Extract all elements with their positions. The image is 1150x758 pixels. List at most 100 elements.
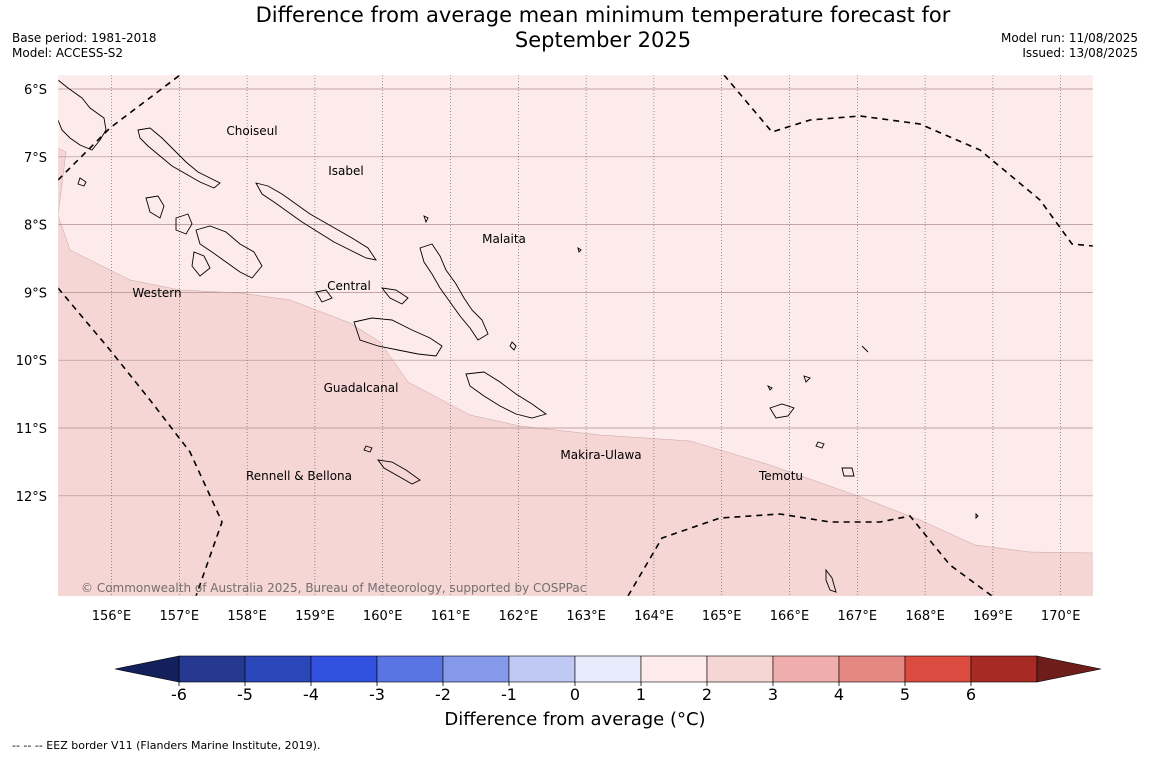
new-georgia-island	[175, 213, 193, 235]
latitude-label: 9°S	[24, 286, 47, 301]
colorbar-swatch	[244, 655, 312, 683]
longitude-label: 162°E	[499, 609, 539, 624]
region-label: Temotu	[758, 469, 803, 483]
longitude-label: 168°E	[905, 609, 945, 624]
latitude-gridlines	[58, 88, 1093, 497]
meta-left: Base period: 1981-2018 Model: ACCESS-S2	[12, 31, 157, 61]
longitude-label: 158°E	[227, 609, 267, 624]
choiseul-island	[137, 127, 221, 189]
longitude-label: 167°E	[838, 609, 878, 624]
region-label: Isabel	[328, 164, 363, 178]
region-label: Choiseul	[226, 124, 277, 138]
colorbar-under-arrow	[114, 655, 180, 683]
colorbar-tick-label: -4	[303, 685, 319, 704]
duff-islands	[861, 345, 869, 353]
longitude-label: 164°E	[634, 609, 674, 624]
bougainville-island	[58, 79, 107, 151]
longitude-label: 169°E	[973, 609, 1013, 624]
region-label: Rennell & Bellona	[246, 469, 352, 483]
colorbar-swatch	[376, 655, 444, 683]
anomaly-zone-1-2	[58, 147, 1093, 596]
longitude-label: 170°E	[1041, 609, 1081, 624]
colorbar-swatch	[838, 655, 906, 683]
region-label: Western	[132, 286, 181, 300]
region-label: Central	[327, 279, 371, 293]
ontong-java-atoll	[423, 215, 429, 224]
colorbar-tick-label: -3	[369, 685, 385, 704]
colorbar-tick-label: 3	[768, 685, 778, 704]
rendova-island	[191, 251, 211, 277]
colorbar-tick-label: 5	[900, 685, 910, 704]
colorbar: -6 -5 -4 -3 -2 -1 0 1 2 3 4 5 6	[114, 655, 1102, 704]
colorbar-tick-label: -5	[237, 685, 253, 704]
florida-islands	[380, 287, 409, 305]
russell-islands	[315, 289, 333, 303]
new-georgia-group	[195, 225, 263, 279]
base-period: Base period: 1981-2018	[12, 31, 157, 45]
colorbar-swatch	[310, 655, 378, 683]
sikaiana-atoll	[577, 246, 582, 253]
malaita-island	[419, 243, 489, 341]
longitude-label: 165°E	[702, 609, 742, 624]
colorbar-swatch	[178, 655, 246, 683]
latitude-label: 11°S	[16, 422, 47, 437]
copyright-text: © Commonwealth of Australia 2025, Bureau…	[81, 581, 586, 595]
longitude-axis-labels: 156°E 157°E 158°E 159°E 160°E 161°E 162°E 163°E…	[92, 609, 1081, 624]
rennell-island	[376, 459, 421, 485]
colorbar-swatch	[772, 655, 840, 683]
colorbar-tick-label: 0	[570, 685, 580, 704]
issued-date: Issued: 13/08/2025	[1022, 46, 1138, 60]
longitude-label: 166°E	[770, 609, 810, 624]
longitude-label: 163°E	[566, 609, 606, 624]
latitude-label: 7°S	[24, 151, 47, 166]
guadalcanal-island	[353, 317, 443, 357]
colorbar-swatch	[442, 655, 510, 683]
colorbar-swatch	[508, 655, 576, 683]
region-labels: Choiseul Isabel Malaita Western Central Guada…	[132, 124, 803, 483]
region-label: Malaita	[482, 232, 526, 246]
colorbar-title: Difference from average (°C)	[444, 709, 706, 730]
latitude-axis-labels: 6°S 7°S 8°S 9°S 10°S 11°S 12°S	[16, 83, 47, 505]
longitude-label: 159°E	[295, 609, 335, 624]
title-line-2: September 2025	[514, 28, 692, 52]
ndeni-island	[769, 403, 795, 419]
colorbar-tick-label: 4	[834, 685, 844, 704]
title-line-1: Difference from average mean minimum tem…	[255, 3, 951, 27]
model-run: Model run: 11/08/2025	[1000, 31, 1138, 45]
colorbar-tick-label: -6	[171, 685, 187, 704]
colorbar-tick-label: 1	[636, 685, 646, 704]
anuta-island	[975, 512, 979, 520]
region-label: Guadalcanal	[324, 381, 399, 395]
meta-right: Model run: 11/08/2025 Issued: 13/08/2025	[1001, 31, 1138, 61]
colorbar-tick-label: -2	[435, 685, 451, 704]
latitude-label: 6°S	[24, 83, 47, 98]
coastlines	[58, 79, 979, 593]
region-label: Makira-Ulawa	[560, 448, 641, 462]
colorbar-tick-label: -1	[501, 685, 517, 704]
chart-title: Difference from average mean minimum tem…	[200, 3, 1006, 53]
colorbar-tick-label: 6	[966, 685, 976, 704]
tikopia-island	[825, 568, 837, 593]
colorbar-swatch	[970, 655, 1038, 683]
longitude-label: 160°E	[363, 609, 403, 624]
small-island	[77, 177, 87, 187]
longitude-label: 156°E	[92, 609, 132, 624]
makira-island	[465, 371, 548, 419]
colorbar-over-arrow	[1036, 655, 1102, 683]
longitude-label: 157°E	[160, 609, 200, 624]
bellona-island	[363, 445, 373, 453]
vanikoro-island	[841, 467, 855, 477]
colorbar-swatch	[640, 655, 708, 683]
model-name: Model: ACCESS-S2	[12, 46, 124, 60]
utupua-island	[815, 441, 825, 449]
colorbar-tick-label: 2	[702, 685, 712, 704]
small-island	[509, 341, 517, 351]
latitude-label: 12°S	[16, 490, 47, 505]
footnote: -- -- -- EEZ border V11 (Flanders Marine…	[12, 739, 321, 752]
longitude-label: 161°E	[431, 609, 471, 624]
colorbar-swatch	[904, 655, 972, 683]
eez-border-lines	[58, 75, 1093, 596]
colorbar-swatch	[706, 655, 774, 683]
colorbar-swatch	[574, 655, 642, 683]
